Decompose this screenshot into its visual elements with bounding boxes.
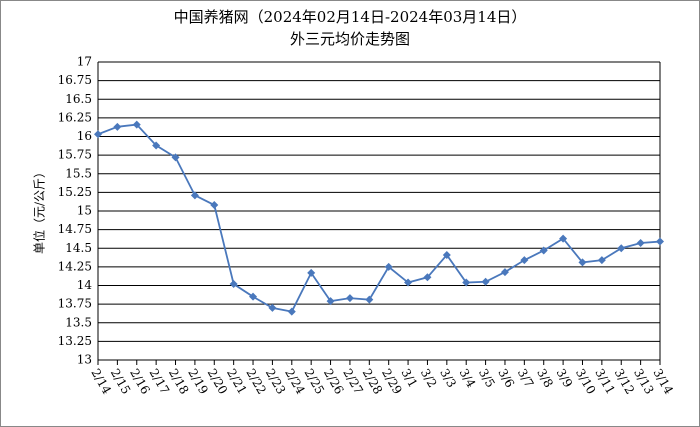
chart-subtitle: 外三元均价走势图 <box>290 30 410 48</box>
marker <box>132 120 141 129</box>
marker <box>365 295 374 304</box>
marker <box>462 278 471 287</box>
marker <box>152 141 161 150</box>
marker <box>210 201 219 210</box>
marker <box>229 280 238 289</box>
marker <box>500 268 509 277</box>
marker <box>171 153 180 162</box>
y-tick-label: 14 <box>77 278 93 292</box>
marker <box>113 122 122 131</box>
marker <box>307 268 316 277</box>
y-tick-label: 15.5 <box>65 166 92 180</box>
y-tick-label: 16.75 <box>58 73 92 87</box>
marker <box>559 234 568 243</box>
y-tick-label: 13.25 <box>58 334 92 348</box>
marker <box>345 294 354 303</box>
marker <box>268 303 277 312</box>
marker <box>249 292 258 301</box>
y-tick-label: 13 <box>77 353 92 367</box>
marker <box>326 297 335 306</box>
marker <box>404 278 413 287</box>
marker <box>636 239 645 248</box>
marker <box>287 307 296 316</box>
marker <box>597 256 606 265</box>
y-tick-label: 16.5 <box>65 92 92 106</box>
y-tick-label: 14.5 <box>65 241 92 255</box>
marker <box>520 256 529 265</box>
marker <box>539 246 548 255</box>
marker <box>94 130 102 139</box>
chart-title: 中国养猪网（2024年02月14日-2024年03月14日） <box>174 8 527 26</box>
y-axis-label: 单位（元/公斤） <box>32 166 47 254</box>
marker <box>190 191 199 200</box>
y-tick-label: 16 <box>77 129 92 143</box>
y-tick-label: 15.25 <box>58 185 92 199</box>
marker <box>481 277 490 286</box>
y-tick-label: 14.75 <box>58 222 92 236</box>
y-tick-label: 16.25 <box>58 110 92 124</box>
y-tick-label: 15.75 <box>58 148 92 162</box>
marker <box>656 237 664 246</box>
y-tick-label: 14.25 <box>58 259 92 273</box>
marker <box>617 244 626 253</box>
marker <box>384 262 393 271</box>
y-tick-label: 15 <box>77 204 92 218</box>
marker <box>442 250 451 259</box>
marker <box>578 258 587 267</box>
y-tick-label: 17 <box>77 55 92 69</box>
y-tick-label: 13.75 <box>58 297 92 311</box>
line <box>97 123 661 313</box>
marker <box>423 273 432 282</box>
y-tick-label: 13.5 <box>65 315 92 329</box>
